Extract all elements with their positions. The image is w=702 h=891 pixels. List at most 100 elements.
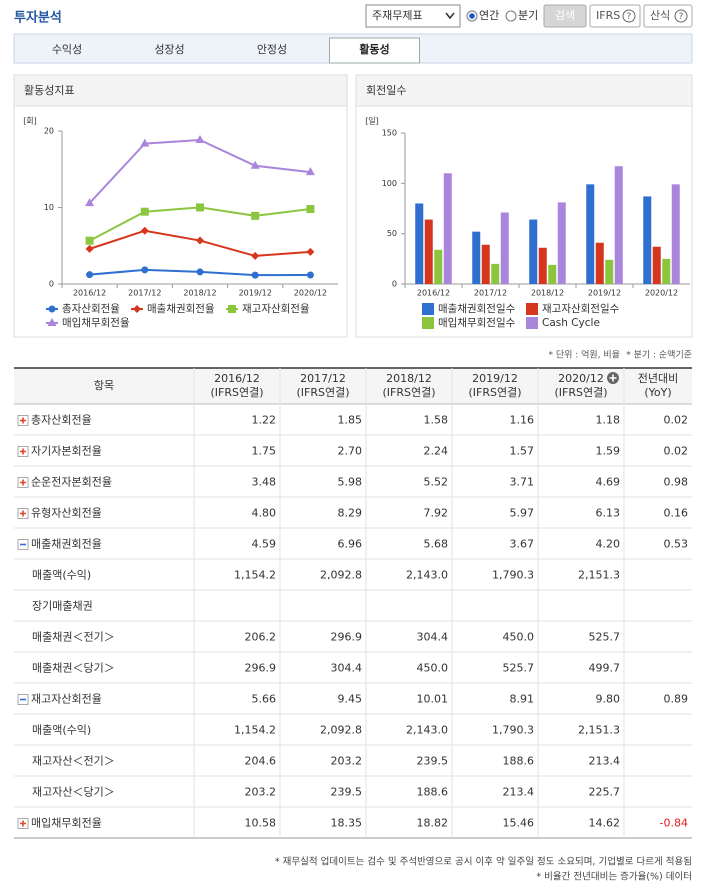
column-header: (YoY) [644, 386, 671, 399]
y-tick-label: 50 [387, 229, 397, 238]
row-label[interactable]: 순운전자본회전율 [31, 476, 112, 489]
legend-label: 매출채권회전일수 [438, 302, 516, 315]
chart-title: 회전일수 [366, 83, 406, 97]
bar [671, 184, 680, 284]
radio[interactable] [505, 10, 517, 22]
legend-label: 재고자산회전일수 [542, 302, 620, 315]
row-label[interactable]: 매출채권회전율 [31, 538, 102, 551]
column-header: (IFRS연결) [468, 386, 521, 399]
cell: 18.35 [331, 817, 363, 830]
cell: 304.4 [417, 631, 449, 644]
tab[interactable]: 활동성 [359, 42, 389, 56]
bar [529, 219, 538, 284]
tab[interactable]: 안정성 [257, 43, 287, 56]
point [305, 167, 315, 176]
help-icon-mark: ? [679, 12, 684, 22]
row-label: 매출액(수익) [32, 569, 91, 582]
select-value[interactable]: 주재무제표 [372, 9, 423, 22]
bar [614, 166, 623, 284]
cell: 0.98 [664, 476, 689, 489]
select-box[interactable] [365, 4, 461, 28]
expand-icon-mark [20, 479, 26, 486]
cell: 1.16 [510, 414, 535, 427]
row-label[interactable]: 재고자산회전율 [31, 693, 102, 706]
point [251, 211, 260, 220]
point [140, 226, 149, 235]
cell: 5.66 [252, 693, 277, 706]
legend-label: Cash Cycle [542, 317, 600, 329]
table-header-bg [14, 368, 692, 404]
point [86, 271, 94, 279]
cell: 3.67 [510, 538, 535, 551]
legend-swatch [526, 303, 538, 315]
cell: 1.59 [596, 445, 621, 458]
row-label: 재고자산＜전기＞ [32, 755, 115, 768]
cell: 213.4 [589, 755, 621, 768]
radio-dot [469, 13, 475, 19]
cell: 0.89 [664, 693, 689, 706]
cell: 10.01 [417, 693, 449, 706]
x-tick-label: 2018/12 [183, 289, 216, 298]
bar [548, 264, 557, 284]
cell: 203.2 [245, 786, 277, 799]
cell: 225.7 [589, 786, 621, 799]
cell: 1.57 [510, 445, 535, 458]
cell: 4.59 [252, 538, 277, 551]
radio-label[interactable]: 연간 [479, 9, 499, 22]
row-label[interactable]: 매입채무회전율 [31, 817, 102, 830]
cell: 1,790.3 [492, 724, 534, 737]
cell: 6.96 [338, 538, 363, 551]
cell: 1.85 [338, 414, 363, 427]
legend-label: 매출채권회전율 [147, 303, 215, 315]
column-header: 2020/12 [558, 372, 604, 385]
cell: 499.7 [589, 662, 621, 675]
cell: 304.4 [331, 662, 363, 675]
x-tick-label: 2020/12 [645, 289, 678, 298]
cell: 1.18 [596, 414, 621, 427]
column-header: 2018/12 [386, 372, 432, 385]
point [48, 305, 56, 313]
row-label: 장기매출채권 [32, 600, 93, 613]
cell: 206.2 [245, 631, 277, 644]
tab[interactable]: 성장성 [154, 43, 184, 56]
row-label[interactable]: 유형자산회전율 [31, 507, 102, 520]
bar [481, 244, 490, 284]
cell: 1.22 [252, 414, 277, 427]
cell: 7.92 [424, 507, 449, 520]
bar [595, 242, 604, 284]
cell: 1.75 [252, 445, 277, 458]
cell: 0.16 [664, 507, 689, 520]
cell: 2.24 [424, 445, 449, 458]
button-label[interactable]: 산식 [650, 9, 670, 22]
column-header: (IFRS연결) [296, 386, 349, 399]
cell: 0.53 [664, 538, 689, 551]
legend-label: 매입채무회전율 [62, 316, 130, 329]
expand-icon-mark [20, 510, 26, 517]
point [47, 318, 57, 326]
y-tick-label: 100 [382, 179, 397, 188]
note: * 단위 : 억원, 비율 [548, 349, 620, 361]
cell: 8.29 [338, 507, 363, 520]
x-tick-label: 2019/12 [239, 289, 272, 298]
cell: 204.6 [245, 755, 277, 768]
bar [443, 173, 452, 284]
row-label[interactable]: 총자산회전율 [31, 414, 92, 427]
button-label[interactable]: IFRS [596, 9, 620, 22]
point [140, 138, 150, 147]
radio-label[interactable]: 분기 [518, 9, 538, 22]
footnote: * 재무실적 업데이트는 검수 및 주석반영으로 공시 이후 약 일주일 정도 … [275, 856, 692, 868]
cell: 239.5 [417, 755, 449, 768]
tab[interactable]: 수익성 [52, 43, 82, 56]
point [196, 268, 204, 276]
expand-icon-mark [20, 417, 26, 424]
row-label[interactable]: 자기자본회전율 [31, 445, 102, 458]
button-label[interactable]: 검색 [555, 9, 575, 22]
cell: 6.13 [596, 507, 621, 520]
panel-header [13, 74, 348, 107]
button[interactable] [543, 4, 587, 28]
bar [605, 259, 614, 284]
cell: 239.5 [331, 786, 363, 799]
x-tick-label: 2019/12 [588, 289, 621, 298]
page-title: 투자분석 [14, 11, 62, 26]
footnote: * 비율간 전년대비는 증가율(%) 데이터 [536, 872, 692, 883]
